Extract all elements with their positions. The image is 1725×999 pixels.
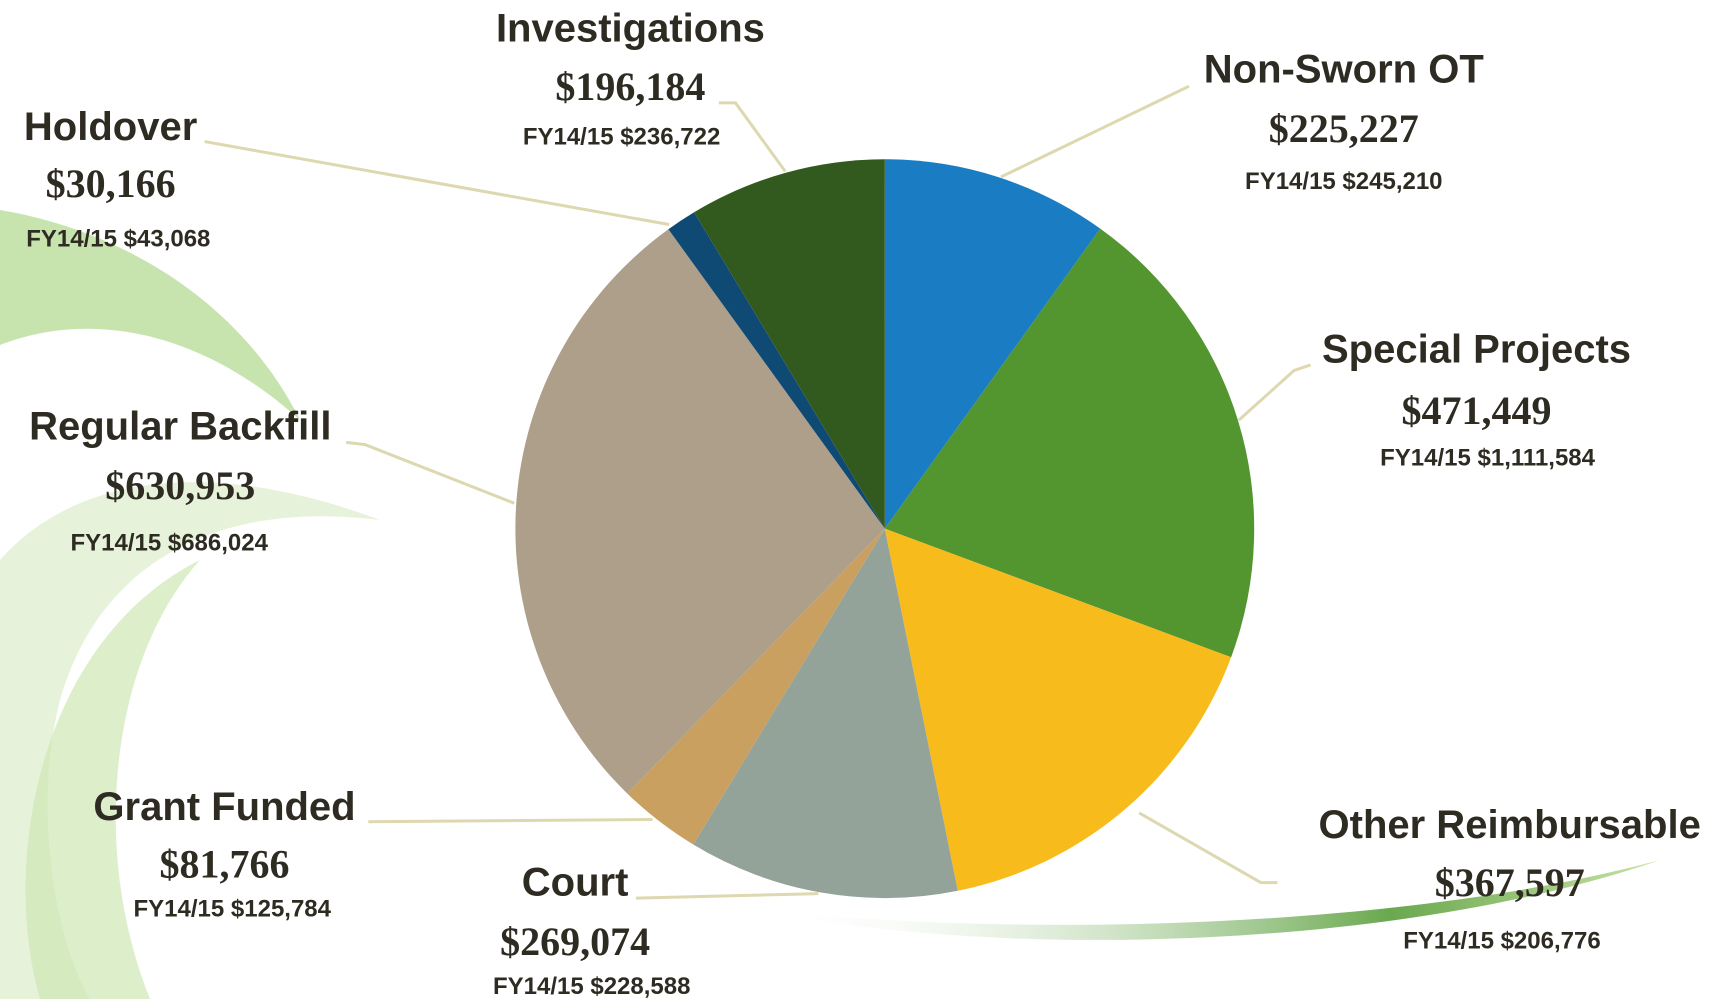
prior-year-label: FY14/15 $206,776 [1403, 928, 1601, 955]
value-label: $471,449 [1402, 388, 1552, 433]
value-label: $81,766 [160, 841, 290, 886]
value-label: $225,227 [1269, 106, 1419, 151]
value-label: $367,597 [1435, 860, 1585, 905]
prior-year-label: FY14/15 $43,068 [26, 225, 210, 252]
slice-label: Regular Backfill [29, 405, 331, 449]
leader-line [368, 820, 652, 822]
prior-year-label: FY14/15 $228,588 [493, 973, 691, 999]
prior-year-label: FY14/15 $125,784 [134, 896, 332, 923]
value-label: $269,074 [500, 919, 650, 964]
leader-line [1001, 86, 1189, 177]
prior-year-label: FY14/15 $245,210 [1245, 168, 1443, 195]
slice-label: Special Projects [1322, 327, 1631, 371]
prior-year-label: FY14/15 $686,024 [70, 529, 268, 556]
slice-label: Investigations [496, 7, 765, 51]
leader-line [636, 894, 818, 898]
slice-label: Holdover [24, 105, 197, 149]
prior-year-label: FY14/15 $1,111,584 [1380, 444, 1596, 471]
leader-line [205, 142, 670, 225]
slice-label: Non-Sworn OT [1204, 47, 1484, 91]
chart: Non-Sworn OT $225,227 FY14/15 $245,210 Spec… [0, 0, 1725, 999]
slice-label: Grant Funded [93, 785, 355, 829]
leader-line [1139, 813, 1277, 883]
leader-line [346, 442, 514, 503]
slice-label: Court [522, 860, 629, 904]
value-label: $30,166 [46, 161, 176, 206]
value-label: $630,953 [105, 463, 255, 508]
leader-line [719, 103, 785, 172]
slice-label: Other Reimbursable [1319, 803, 1701, 847]
prior-year-label: FY14/15 $236,722 [523, 124, 721, 151]
value-label: $196,184 [555, 64, 705, 109]
leader-line [1239, 365, 1311, 420]
